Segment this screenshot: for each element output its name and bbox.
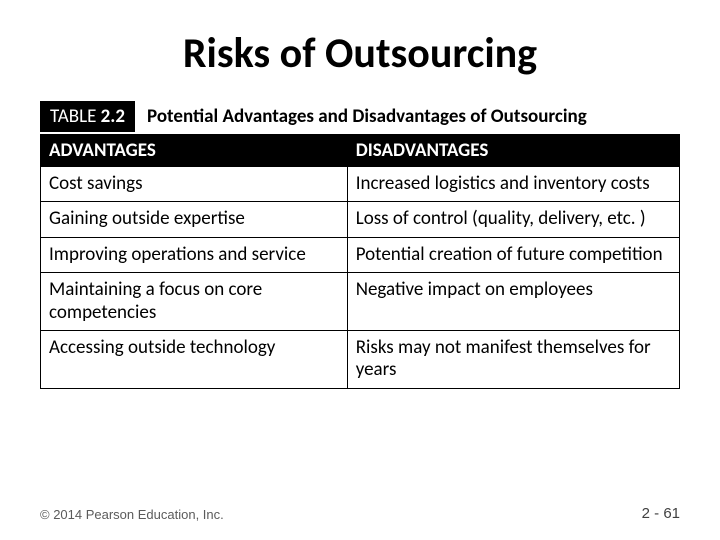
- page-title: Risks of Outsourcing: [40, 28, 680, 79]
- col-header-disadvantages: DISADVANTAGES: [347, 135, 679, 167]
- advantages-table: ADVANTAGES DISADVANTAGES Cost savings In…: [40, 134, 680, 389]
- table-row: Gaining outside expertise Loss of contro…: [41, 202, 680, 237]
- cell-advantage: Cost savings: [41, 167, 348, 202]
- table-header-row: ADVANTAGES DISADVANTAGES: [41, 135, 680, 167]
- table-caption: Potential Advantages and Disadvantages o…: [135, 101, 587, 132]
- table-number: 2.2: [101, 105, 125, 128]
- cell-disadvantage: Loss of control (quality, delivery, etc.…: [347, 202, 679, 237]
- cell-disadvantage: Increased logistics and inventory costs: [347, 167, 679, 202]
- table-label-row: TABLE 2.2 Potential Advantages and Disad…: [40, 101, 680, 132]
- cell-advantage: Maintaining a focus on core competencies: [41, 273, 348, 331]
- cell-disadvantage: Risks may not manifest themselves for ye…: [347, 331, 679, 389]
- table-row: Maintaining a focus on core competencies…: [41, 273, 680, 331]
- col-header-advantages: ADVANTAGES: [41, 135, 348, 167]
- table-row: Cost savings Increased logistics and inv…: [41, 167, 680, 202]
- cell-advantage: Gaining outside expertise: [41, 202, 348, 237]
- cell-advantage: Improving operations and service: [41, 237, 348, 272]
- cell-advantage: Accessing outside technology: [41, 331, 348, 389]
- table-label-box: TABLE 2.2: [40, 101, 135, 132]
- table-row: Improving operations and service Potenti…: [41, 237, 680, 272]
- footer-page-number: 2 - 61: [642, 505, 680, 522]
- slide: Risks of Outsourcing TABLE 2.2 Potential…: [0, 0, 720, 540]
- cell-disadvantage: Negative impact on employees: [347, 273, 679, 331]
- cell-disadvantage: Potential creation of future competition: [347, 237, 679, 272]
- table-label-prefix: TABLE: [50, 105, 96, 128]
- table-row: Accessing outside technology Risks may n…: [41, 331, 680, 389]
- footer-copyright: © 2014 Pearson Education, Inc.: [40, 507, 224, 522]
